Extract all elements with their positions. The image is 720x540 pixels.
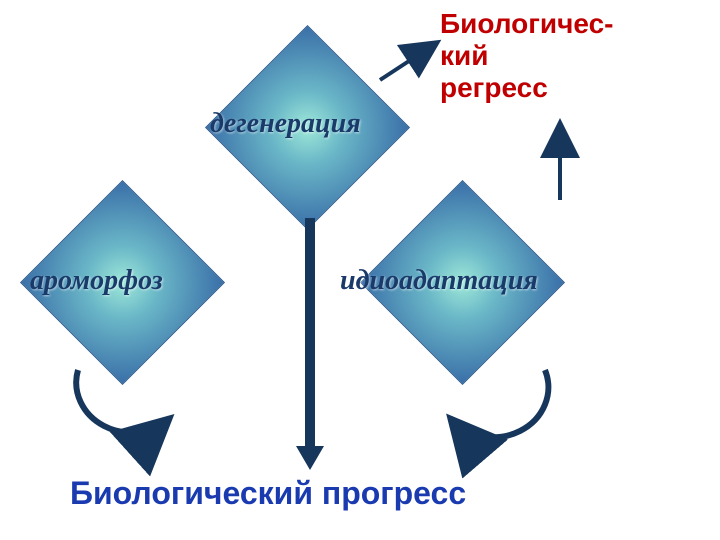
regress-line1: Биологичес- (440, 8, 614, 40)
arrow-center-down (296, 218, 324, 470)
arrow-top-to-regress (380, 42, 438, 80)
regress-line3: регресс (440, 72, 614, 104)
label-biological-regress: Биологичес- кий регресс (440, 8, 614, 105)
label-biological-progress: Биологический прогресс (70, 475, 466, 512)
node-degeneration-label: дегенерация (210, 108, 361, 140)
node-idioadaptation-label: идиоадаптация (340, 265, 538, 297)
node-aromorphosis-label: ароморфоз (30, 265, 163, 297)
regress-line2: кий (440, 40, 614, 72)
